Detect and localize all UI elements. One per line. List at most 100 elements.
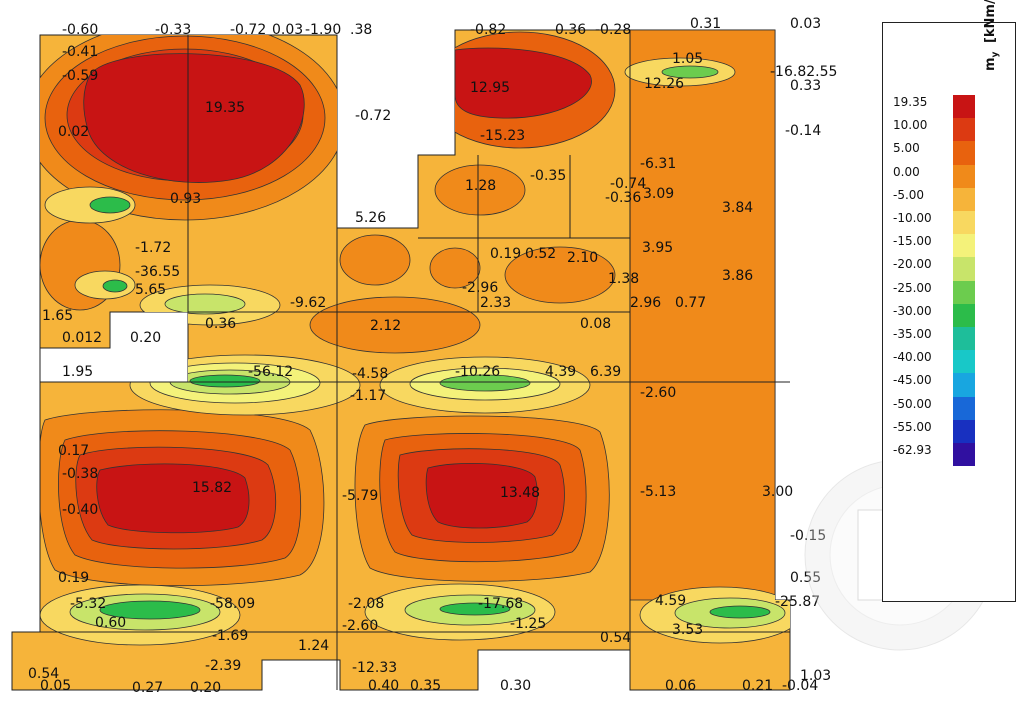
value-labels: -0.60 -0.33 -0.72 0.03 -1.90 .38 -0.82 0… [28,16,837,696]
value-label: 0.54 [600,630,631,646]
legend-value: -55.00 [893,419,932,434]
value-label: 1.65 [42,308,73,324]
contour-band [309,296,481,354]
value-label: 0.33 [790,78,821,94]
value-label: 1.03 [800,668,831,684]
contour-band [99,600,201,620]
value-label: -1.72 [135,240,171,256]
contour-band [102,279,128,293]
value-label: -0.35 [530,168,566,184]
value-label: 4.39 [545,364,576,380]
value-label: -0.59 [62,68,98,84]
value-label: -12.33 [352,660,397,676]
value-label: 0.54 [28,666,59,682]
legend-swatch [953,187,975,211]
contour-band [504,246,616,304]
value-label: 3.09 [643,186,674,202]
value-label: -9.62 [290,295,326,311]
value-label: 0.55 [790,570,821,586]
value-label: 0.17 [58,443,89,459]
value-label: 3.86 [722,268,753,284]
legend-value: 19.35 [893,95,928,109]
value-label: 4.59 [655,593,686,609]
value-label: -56.12 [248,364,293,380]
value-label: -0.72 [230,22,266,38]
contour-band [439,374,531,392]
value-label: 2.33 [480,295,511,311]
contour-band [164,293,246,315]
legend-value: -45.00 [893,373,932,388]
contour-band [629,30,776,601]
value-label: 0.21 [742,678,773,694]
value-label: 5.26 [355,210,386,226]
value-label: -0.33 [155,22,191,38]
contour-band [661,65,719,79]
legend-swatch [953,164,975,188]
color-legend: my [kNm/m] 19.35 10.00 5.00 0.00 -5.00 -10.00… [882,0,1016,602]
legend-swatch [953,396,975,420]
value-label: -5.32 [70,596,106,612]
legend-swatch [953,373,975,397]
value-label: 0.52 [525,246,556,262]
value-label: 2.12 [370,318,401,334]
value-label: -2.60 [640,385,676,401]
value-label: -0.60 [62,22,98,38]
value-label: 13.48 [500,485,540,501]
value-label: -0.15 [790,528,826,544]
legend-value: -15.00 [893,234,932,249]
value-label: -0.36 [605,190,641,206]
value-label: 0.08 [580,316,611,332]
value-label: -10.26 [455,364,500,380]
value-label: 1.24 [298,638,329,654]
legend-value: -5.00 [893,187,925,202]
legend-swatch [953,95,975,119]
value-label: 0.20 [190,680,221,696]
value-label: 0.03 [272,22,303,38]
value-label: 1.05 [672,51,703,67]
legend-swatch [953,327,975,351]
value-label: 3.84 [722,200,753,216]
value-label: -0.14 [785,123,821,139]
value-label: -58.09 [210,596,255,612]
value-label: -2.08 [348,596,384,612]
value-label: 1.28 [465,178,496,194]
value-label: -2.60 [342,618,378,634]
legend-value: -35.00 [893,327,932,341]
legend-swatch [953,443,975,467]
legend-value: -40.00 [893,350,932,365]
contour-band [89,196,131,214]
value-label: 0.77 [675,295,706,311]
contour-band [339,234,411,286]
value-label: 0.31 [690,16,721,32]
value-label: -0.74 [610,176,646,192]
legend-swatch [953,419,975,443]
value-label: -0.82 [470,22,506,38]
legend-value: -50.00 [893,396,932,411]
legend-title: my [kNm/m] [983,0,1001,71]
value-label: 1.95 [62,364,93,380]
structure-lines [12,30,790,690]
value-label: 12.95 [470,80,510,96]
legend-swatch [953,257,975,281]
value-label: -6.31 [640,156,676,172]
value-label: -0.04 [782,678,818,694]
value-label: 0.03 [790,16,821,32]
legend-value: 0.00 [893,164,920,179]
legend-swatch [953,141,975,165]
legend-value: -10.00 [893,211,932,225]
value-label: 3.53 [672,622,703,638]
value-label: -0.41 [62,44,98,60]
value-label: 0.36 [555,22,586,38]
legend-value: -30.00 [893,303,932,318]
value-label: 5.65 [135,282,166,298]
value-label: -2.96 [462,280,498,296]
value-label: 1.38 [608,271,639,287]
value-label: -0.38 [62,466,98,482]
contour-band [439,602,511,616]
contour-band [425,462,538,529]
value-label: -1.17 [350,388,386,404]
value-label: -1.90 [305,22,341,38]
legend-swatch [953,280,975,304]
value-label: -0.72 [355,108,391,124]
legend-value: 10.00 [893,118,928,133]
